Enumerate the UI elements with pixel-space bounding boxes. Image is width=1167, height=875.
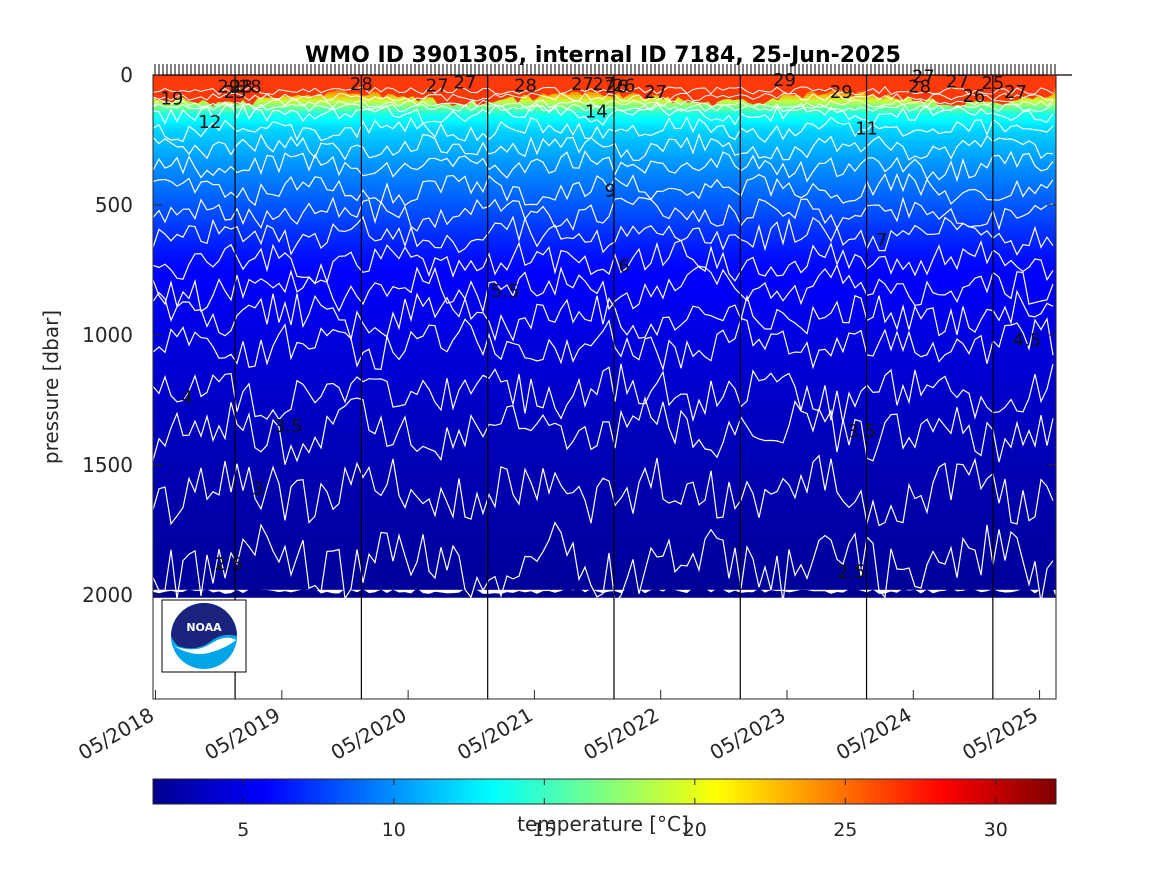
contour-label: 7: [876, 230, 887, 251]
x-tick-label: 05/2025: [958, 703, 1042, 765]
contour-label: 27: [453, 72, 476, 93]
contour-label: 9: [604, 181, 615, 202]
x-axis: 05/2018 05/2019 05/2020 05/2021 05/2022 05/20…: [74, 690, 1042, 765]
contour-label: 28: [514, 75, 537, 96]
contour-label: 28: [350, 74, 373, 95]
contour-label: 25: [224, 82, 247, 103]
contour-label: 27: [426, 75, 449, 96]
colorbar-tick-label: 20: [683, 819, 707, 841]
contour-line-14: [153, 101, 1054, 126]
contour-label: 26: [962, 86, 985, 107]
y-tick-label: 1000: [82, 323, 133, 347]
colorbar-tick-label: 30: [984, 819, 1008, 841]
contour-line-8: [153, 196, 1054, 232]
contour-label: 2.5: [214, 554, 243, 575]
contour-label: 4.5: [1013, 330, 1042, 351]
y-tick-label: 0: [120, 63, 133, 87]
y-tick-label: 500: [95, 193, 133, 217]
contour-line-3.5: [153, 395, 1054, 465]
chart-title: WMO ID 3901305, internal ID 7184, 25-Jun…: [305, 43, 901, 68]
colorbar-tick-label: 25: [833, 819, 857, 841]
contour-label: 27: [912, 66, 935, 87]
contour-label: 26: [605, 77, 628, 98]
contour-label: 27: [1004, 82, 1027, 103]
contour-line-shallow: [153, 92, 1054, 102]
contour-line-10: [153, 150, 1054, 183]
x-tick-label: 05/2018: [74, 703, 158, 765]
contour-line-12: [153, 116, 1054, 143]
contour-lines: [153, 86, 1054, 605]
noaa-logo: NOAA: [161, 599, 247, 673]
contour-label: 3: [252, 478, 263, 499]
contour-label: 26: [613, 75, 636, 96]
contour-line-6: [153, 239, 1054, 285]
year-boundary-lines: [234, 75, 994, 699]
logo-text: NOAA: [186, 621, 222, 634]
contour-label: 25: [981, 73, 1004, 94]
contour-line-shallow: [153, 102, 1054, 113]
colorbar-gradient: [152, 778, 1057, 805]
contour-label: 29: [217, 77, 240, 98]
profile-tick-marks: [153, 64, 1072, 76]
contour-label: 14: [585, 101, 608, 122]
y-tick-label: 2000: [82, 583, 133, 607]
contour-label: 5.5: [491, 281, 520, 302]
contour-line-shallow: [153, 86, 1054, 96]
contour-line-2.5: [153, 521, 1054, 605]
contour-label: 27: [644, 82, 667, 103]
x-tick-label: 05/2023: [706, 703, 790, 765]
x-tick-label: 05/2020: [327, 703, 411, 765]
contour-line-3: [153, 454, 1054, 527]
contour-label: 28: [239, 77, 262, 98]
contour-line-4: [153, 363, 1054, 423]
colorbar-tick-label: 5: [237, 819, 249, 841]
contour-line-11: [153, 132, 1054, 162]
y-axis: 0 500 1000 1500 2000: [82, 63, 1056, 607]
contour-label: 12: [198, 112, 221, 133]
x-tick-label: 05/2021: [453, 703, 537, 765]
contour-label: 4: [181, 387, 192, 408]
contour-label: 19: [160, 88, 183, 109]
colorbar-tick-label: 10: [382, 819, 406, 841]
temperature-gradient: [153, 75, 1056, 590]
contour-line-7: [153, 215, 1054, 256]
contour-label: 2.5: [837, 562, 866, 583]
contour-label: 11: [855, 118, 878, 139]
contour-label: 28: [908, 77, 931, 98]
contour-line-5: [153, 289, 1054, 342]
contour-label: 28: [230, 77, 253, 98]
contour-label: 27: [571, 74, 594, 95]
x-tick-label: 05/2024: [832, 703, 916, 765]
temperature-field: [153, 75, 1056, 598]
contour-line-5.5: [153, 263, 1054, 314]
colorbar-label: temperature [°C]: [517, 812, 689, 836]
contour-label: 6: [618, 256, 629, 277]
x-tick-label: 05/2022: [579, 703, 663, 765]
contour-label: 27: [592, 74, 615, 95]
contour-label: 3.5: [847, 421, 876, 442]
contour-line-9: [153, 172, 1054, 207]
contour-label: 3.5: [274, 416, 303, 437]
colorbar-tick-label: 15: [532, 819, 556, 841]
contour-label: 27: [946, 72, 969, 93]
x-tick-label: 05/2019: [200, 703, 284, 765]
colorbar: 5 10 15 20 25 30 temperature [°C]: [152, 778, 1057, 841]
contour-line-4.5: [153, 317, 1054, 372]
y-axis-label: pressure [dbar]: [39, 310, 63, 464]
contour-label: 29: [773, 70, 796, 91]
data-bottom-edge: [153, 588, 1056, 598]
surface-warm-layer: [153, 75, 1056, 107]
contour-label: 29: [830, 82, 853, 103]
y-tick-label: 1500: [82, 453, 133, 477]
